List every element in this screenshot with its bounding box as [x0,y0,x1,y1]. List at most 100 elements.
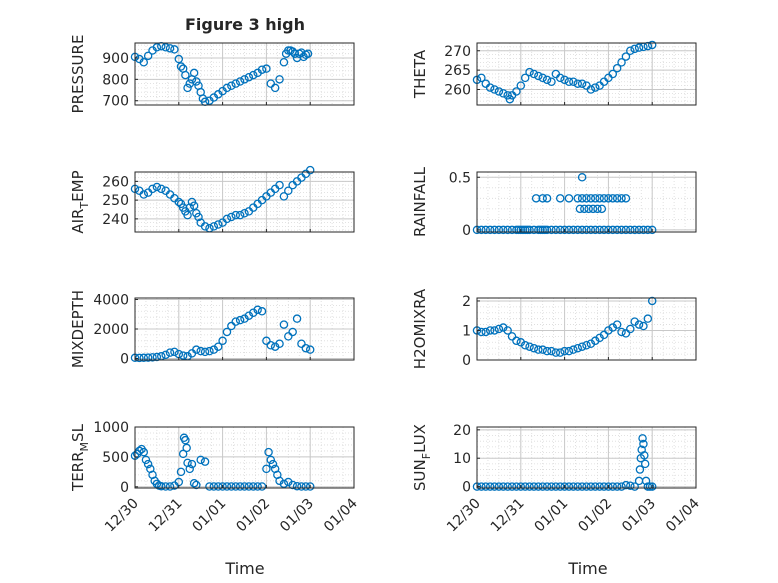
x-tick-label: 01/02 [575,496,615,536]
data-point [174,197,184,207]
x-tick-label: 01/03 [277,496,317,536]
data-point [638,434,647,443]
y-axis-label: PRESSURE [69,35,87,114]
data-point [560,75,569,85]
data-point [573,343,582,353]
data-point [257,307,267,316]
data-point [485,225,495,235]
data-point [477,327,486,337]
subplot-mixdepth: 0 2000 4000 MIXDEPTH [69,290,355,368]
data-point [617,225,626,235]
data-point [586,482,596,491]
data-point [643,314,653,323]
y-axis-label: SUNFLUX [411,424,433,491]
y-tick-label: 1 [462,323,471,339]
data-point [597,204,607,214]
data-point [235,482,245,491]
data-point [196,455,205,465]
data-point [538,194,547,203]
data-point [139,57,149,67]
data-point [227,212,236,222]
data-point [634,225,644,235]
data-point [485,83,495,92]
data-point [481,482,491,491]
data-point [279,57,289,67]
data-point [189,201,199,210]
data-point [599,330,609,340]
data-point [555,225,565,235]
data-point [529,343,539,353]
data-point [538,345,547,354]
data-point [275,75,284,84]
data-point [205,482,214,491]
data-point [525,342,534,351]
data-point [257,65,267,74]
data-point [213,342,223,351]
data-point [231,317,240,326]
data-point [573,194,582,203]
data-point [580,204,589,214]
data-point [200,222,210,231]
data-point [599,194,609,203]
data-point [249,482,258,491]
data-point [582,225,591,235]
data-point [481,327,491,337]
data-point [639,225,648,235]
subplot-grid: 700 800 900 PRESSURE 260 265 270 THETA 240 250 260… [69,35,703,536]
y-axis-label: RAINFALL [411,166,429,237]
data-point [192,345,201,354]
data-point [244,72,254,82]
data-point [227,482,236,491]
data-point [542,346,552,356]
data-point [534,345,543,354]
data-point [222,482,232,491]
data-point [192,77,201,86]
data-point [582,482,591,491]
data-point [218,336,227,346]
y-tick-label: 700 [102,94,129,110]
data-point [577,225,587,235]
data-point [542,225,552,235]
data-point [182,443,191,453]
data-point [577,79,587,88]
data-point [503,326,512,335]
data-point [490,225,499,235]
data-point [599,482,609,491]
data-point [617,327,626,337]
y-axis-label: H2OMIXRA [411,288,429,369]
y-tick-label: 260 [444,83,471,99]
data-point [591,194,600,203]
data-point [139,353,149,363]
data-point [582,194,591,203]
data-point [525,225,534,235]
data-point [222,83,232,93]
data-point [253,482,262,491]
data-point [189,478,199,488]
data-point [569,77,578,87]
data-point [503,225,512,235]
data-point [647,296,657,306]
data-point [275,339,284,349]
data-point [588,204,598,214]
y-tick-label: 10 [453,451,471,467]
data-point [634,320,644,329]
x-axis-label-right: Time [567,559,607,578]
data-point [185,464,194,474]
data-point [161,43,170,52]
data-point [231,79,240,88]
data-point [485,482,495,491]
data-point [139,190,149,199]
y-axis-label: THETA [411,49,429,99]
data-point [520,340,530,350]
data-point [141,455,151,465]
data-point [494,225,504,235]
y-tick-label: 20 [453,423,471,439]
y-tick-label: 4000 [93,292,129,308]
axes-box [134,171,355,233]
data-point [240,208,249,218]
y-tick-label: 240 [102,212,129,228]
data-point [222,214,232,224]
x-axis-label-left: Time [224,559,264,578]
data-point [575,204,585,214]
data-point [647,482,657,491]
